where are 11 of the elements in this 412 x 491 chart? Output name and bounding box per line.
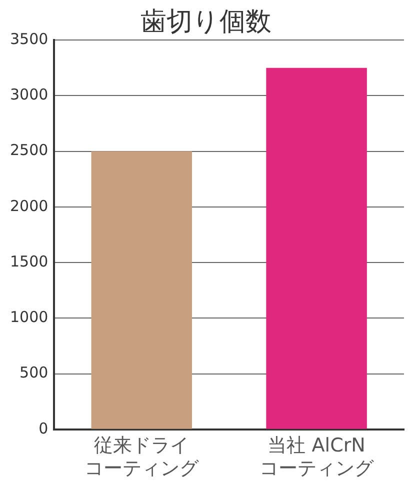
- x-tick-label: 従来ドライコーティング: [84, 434, 200, 480]
- chart-title: 歯切り個数: [140, 7, 272, 37]
- y-tick-label: 3500: [10, 30, 48, 48]
- y-tick-label: 0: [38, 419, 48, 438]
- y-tick-label: 2500: [10, 141, 48, 160]
- y-tick-label: 500: [20, 364, 48, 382]
- y-tick-label: 1500: [10, 252, 48, 270]
- y-tick-label: 2000: [10, 196, 48, 215]
- x-tick-label: 当社 AlCrNコーティング: [260, 434, 375, 480]
- y-tick-label: 3000: [10, 86, 48, 104]
- y-tick-label: 1000: [10, 308, 48, 326]
